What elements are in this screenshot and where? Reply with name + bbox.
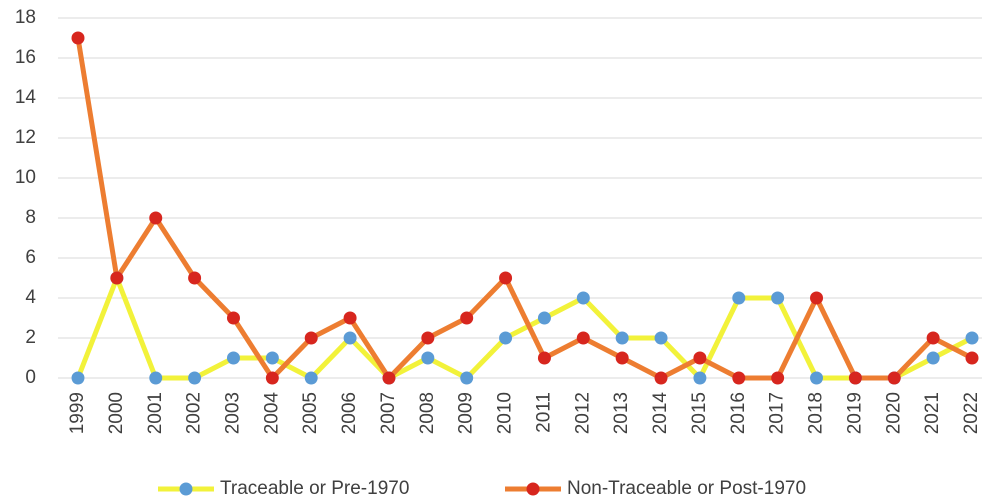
series-line — [75, 37, 974, 381]
data-point — [421, 331, 435, 345]
data-point — [693, 351, 707, 365]
x-tick-label: 2001 — [145, 392, 166, 434]
x-tick-label: 2019 — [844, 392, 865, 434]
data-point — [654, 331, 668, 345]
data-point — [343, 311, 357, 325]
data-point — [71, 371, 85, 385]
y-tick-label: 16 — [15, 47, 36, 68]
y-tick-label: 10 — [15, 167, 36, 188]
x-tick-label: 2009 — [456, 392, 477, 434]
data-point — [848, 371, 862, 385]
x-tick-label: 2012 — [572, 392, 593, 434]
data-point — [265, 371, 279, 385]
x-tick-label: 2006 — [339, 392, 360, 434]
data-point — [460, 371, 474, 385]
data-point — [810, 371, 824, 385]
data-point — [926, 351, 940, 365]
data-point — [226, 351, 240, 365]
data-point — [110, 271, 124, 285]
data-point — [265, 351, 279, 365]
data-point — [965, 351, 979, 365]
data-point — [732, 371, 746, 385]
y-tick-label: 2 — [25, 327, 36, 348]
x-tick-label: 2011 — [533, 392, 554, 433]
x-tick-label: 2010 — [495, 392, 516, 434]
x-tick-label: 2013 — [611, 392, 632, 434]
data-point — [693, 371, 707, 385]
legend-marker — [179, 482, 193, 496]
y-tick-label: 6 — [25, 247, 36, 268]
data-point — [343, 331, 357, 345]
data-point — [188, 371, 202, 385]
data-point — [615, 351, 629, 365]
data-point — [499, 271, 513, 285]
data-point — [576, 291, 590, 305]
y-tick-label: 8 — [25, 207, 36, 228]
x-tick-label: 2021 — [922, 392, 943, 434]
data-point — [226, 311, 240, 325]
data-point — [576, 331, 590, 345]
x-tick-label: 2007 — [378, 392, 399, 434]
data-point — [71, 31, 85, 45]
data-point — [965, 331, 979, 345]
x-tick-label: 2014 — [650, 392, 671, 435]
x-tick-label: 2022 — [961, 392, 982, 434]
data-point — [304, 371, 318, 385]
y-tick-label: 12 — [15, 127, 36, 148]
x-tick-label: 2002 — [184, 392, 205, 434]
data-point — [304, 331, 318, 345]
data-point — [810, 291, 824, 305]
data-point — [615, 331, 629, 345]
x-tick-label: 1999 — [67, 392, 88, 434]
data-point — [382, 371, 396, 385]
data-point — [188, 271, 202, 285]
x-tick-label: 2016 — [728, 392, 749, 434]
data-point — [421, 351, 435, 365]
legend-label: Traceable or Pre-1970 — [220, 478, 409, 499]
data-point — [887, 371, 901, 385]
x-tick-label: 2003 — [222, 392, 243, 434]
y-tick-label: 14 — [15, 87, 37, 108]
data-point — [149, 211, 163, 225]
y-tick-label: 4 — [25, 287, 36, 308]
data-point — [537, 311, 551, 325]
legend-label: Non-Traceable or Post-1970 — [567, 478, 806, 499]
x-tick-label: 2000 — [106, 392, 127, 434]
x-tick-label: 2015 — [689, 392, 710, 434]
x-tick-label: 2017 — [767, 392, 788, 434]
y-tick-label: 18 — [15, 7, 36, 28]
data-point — [537, 351, 551, 365]
data-point — [771, 291, 785, 305]
data-point — [499, 331, 513, 345]
x-tick-label: 2008 — [417, 392, 438, 434]
data-point — [732, 291, 746, 305]
x-tick-label: 2020 — [883, 392, 904, 434]
data-point — [149, 371, 163, 385]
data-point — [771, 371, 785, 385]
data-point — [654, 371, 668, 385]
x-tick-label: 2005 — [300, 392, 321, 434]
y-tick-label: 0 — [25, 367, 36, 388]
legend-marker — [526, 482, 540, 496]
data-point — [926, 331, 940, 345]
x-tick-label: 2004 — [261, 392, 282, 435]
x-tick-label: 2018 — [806, 392, 827, 434]
data-point — [460, 311, 474, 325]
